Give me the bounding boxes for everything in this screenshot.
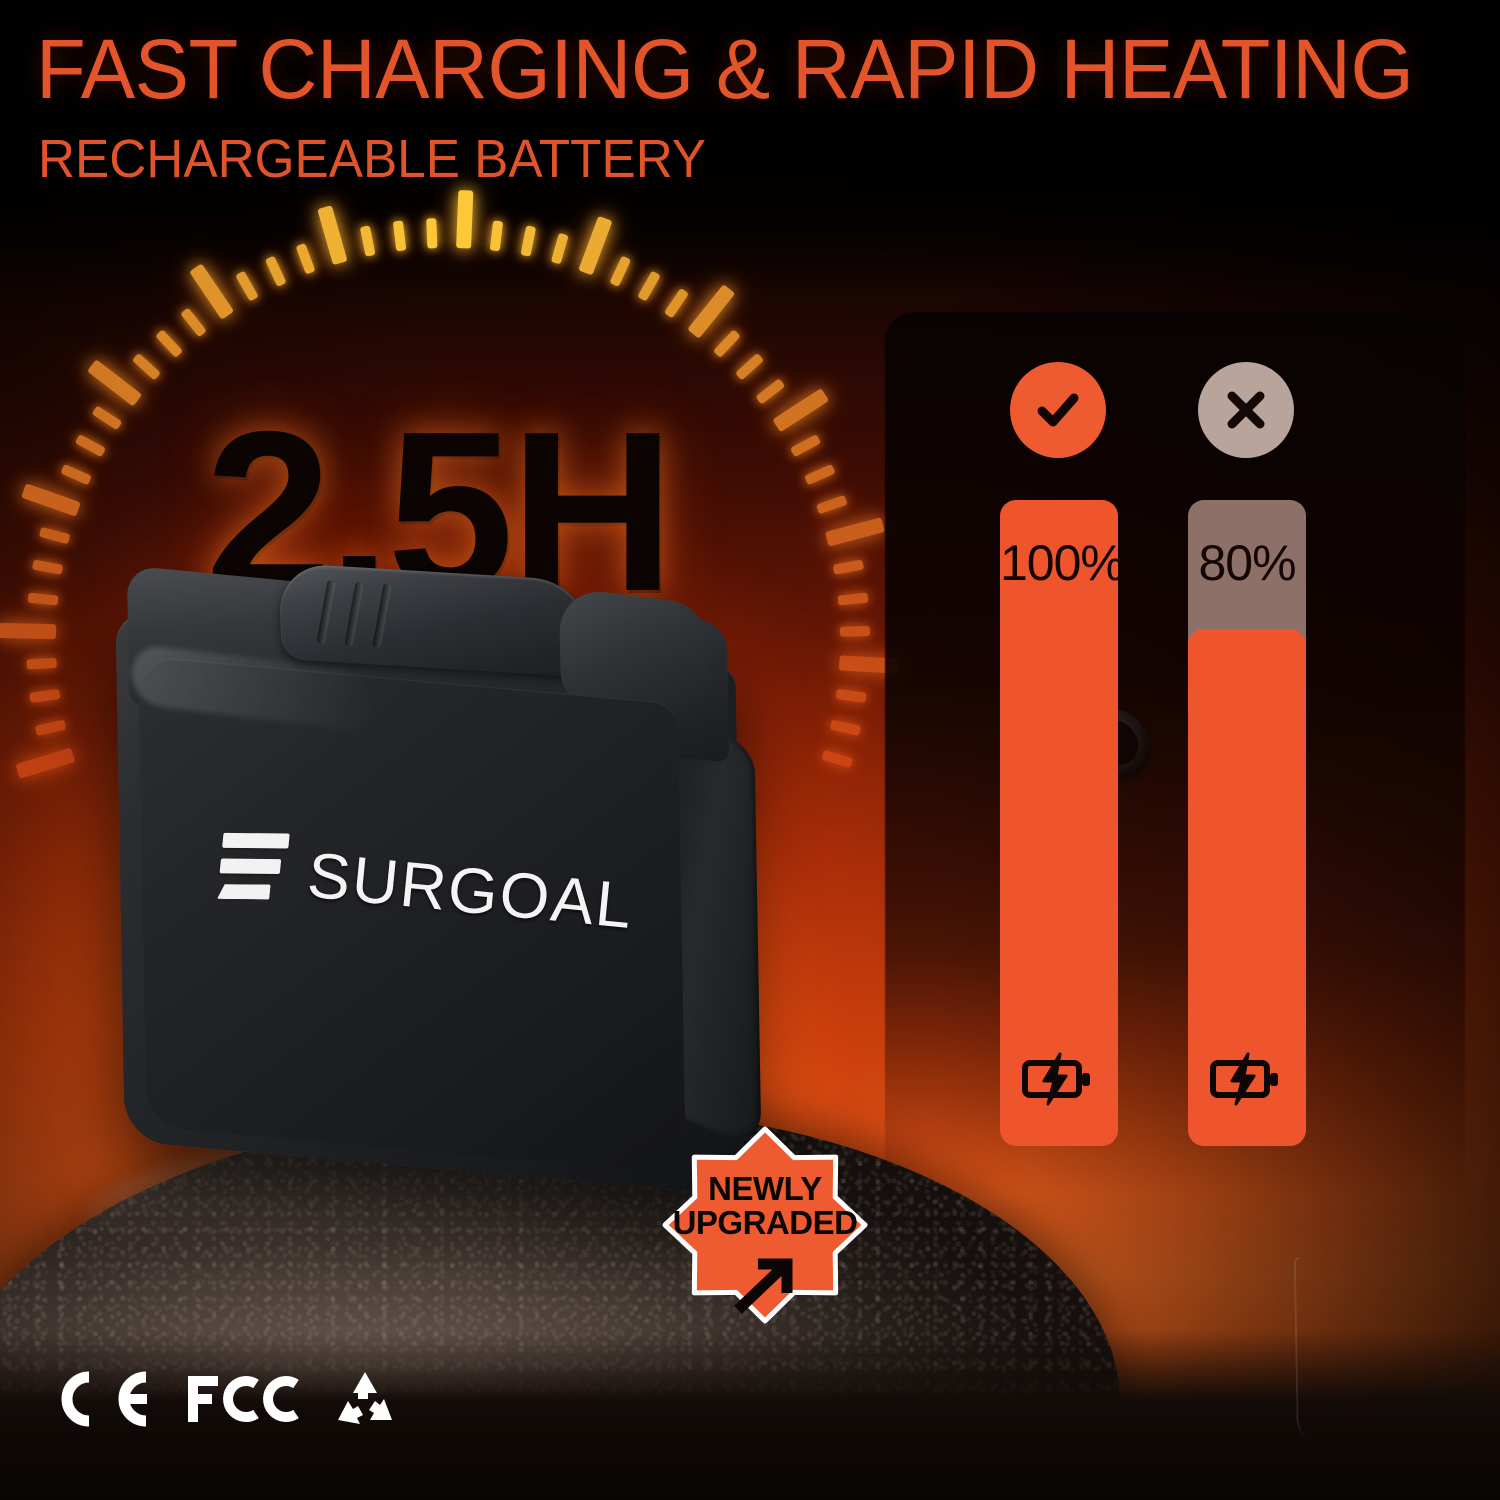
battery-charging-icon bbox=[1210, 1052, 1278, 1106]
logo-bar bbox=[219, 858, 282, 875]
background-top-fade bbox=[0, 0, 1500, 300]
handle-rib bbox=[316, 579, 336, 646]
page-subtitle: RECHARGEABLE BATTERY bbox=[38, 129, 707, 189]
handle-rib bbox=[344, 581, 364, 648]
logo-bar bbox=[222, 832, 290, 849]
cross-icon bbox=[1227, 391, 1265, 429]
page-title: FAST CHARGING & RAPID HEATING bbox=[36, 22, 1414, 116]
comparison-panel bbox=[885, 312, 1465, 1192]
battery-vent-line bbox=[1293, 1250, 1323, 1452]
fcc-mark-icon bbox=[188, 1376, 299, 1422]
check-icon bbox=[1037, 393, 1079, 427]
percent-label-left: 100% bbox=[1000, 535, 1118, 591]
badge-line-1: NEWLY bbox=[708, 1170, 822, 1207]
battery-bar-partial: 80% bbox=[1188, 500, 1306, 1146]
ce-mark-icon bbox=[61, 1371, 147, 1427]
battery-charging-icon bbox=[1022, 1052, 1090, 1106]
arrow-up-right-icon bbox=[734, 1258, 793, 1314]
percent-label-right: 80% bbox=[1198, 535, 1296, 591]
battery-bar-full: 100% bbox=[1000, 500, 1118, 1146]
badge-text: NEWLY UPGRADED bbox=[655, 1172, 875, 1239]
status-badge-bad bbox=[1198, 362, 1294, 458]
handle-rib bbox=[372, 582, 392, 649]
certification-row bbox=[42, 1368, 398, 1430]
recycle-mark-icon bbox=[338, 1372, 392, 1424]
battery-handle bbox=[278, 562, 592, 678]
logo-bar bbox=[217, 884, 271, 899]
surgoal-logo-mark-icon bbox=[217, 828, 290, 910]
status-badge-good bbox=[1010, 362, 1106, 458]
starburst-shape-icon bbox=[662, 1126, 868, 1324]
badge-line-2: UPGRADED bbox=[672, 1203, 858, 1241]
newly-upgraded-badge: NEWLY UPGRADED bbox=[655, 1120, 875, 1330]
